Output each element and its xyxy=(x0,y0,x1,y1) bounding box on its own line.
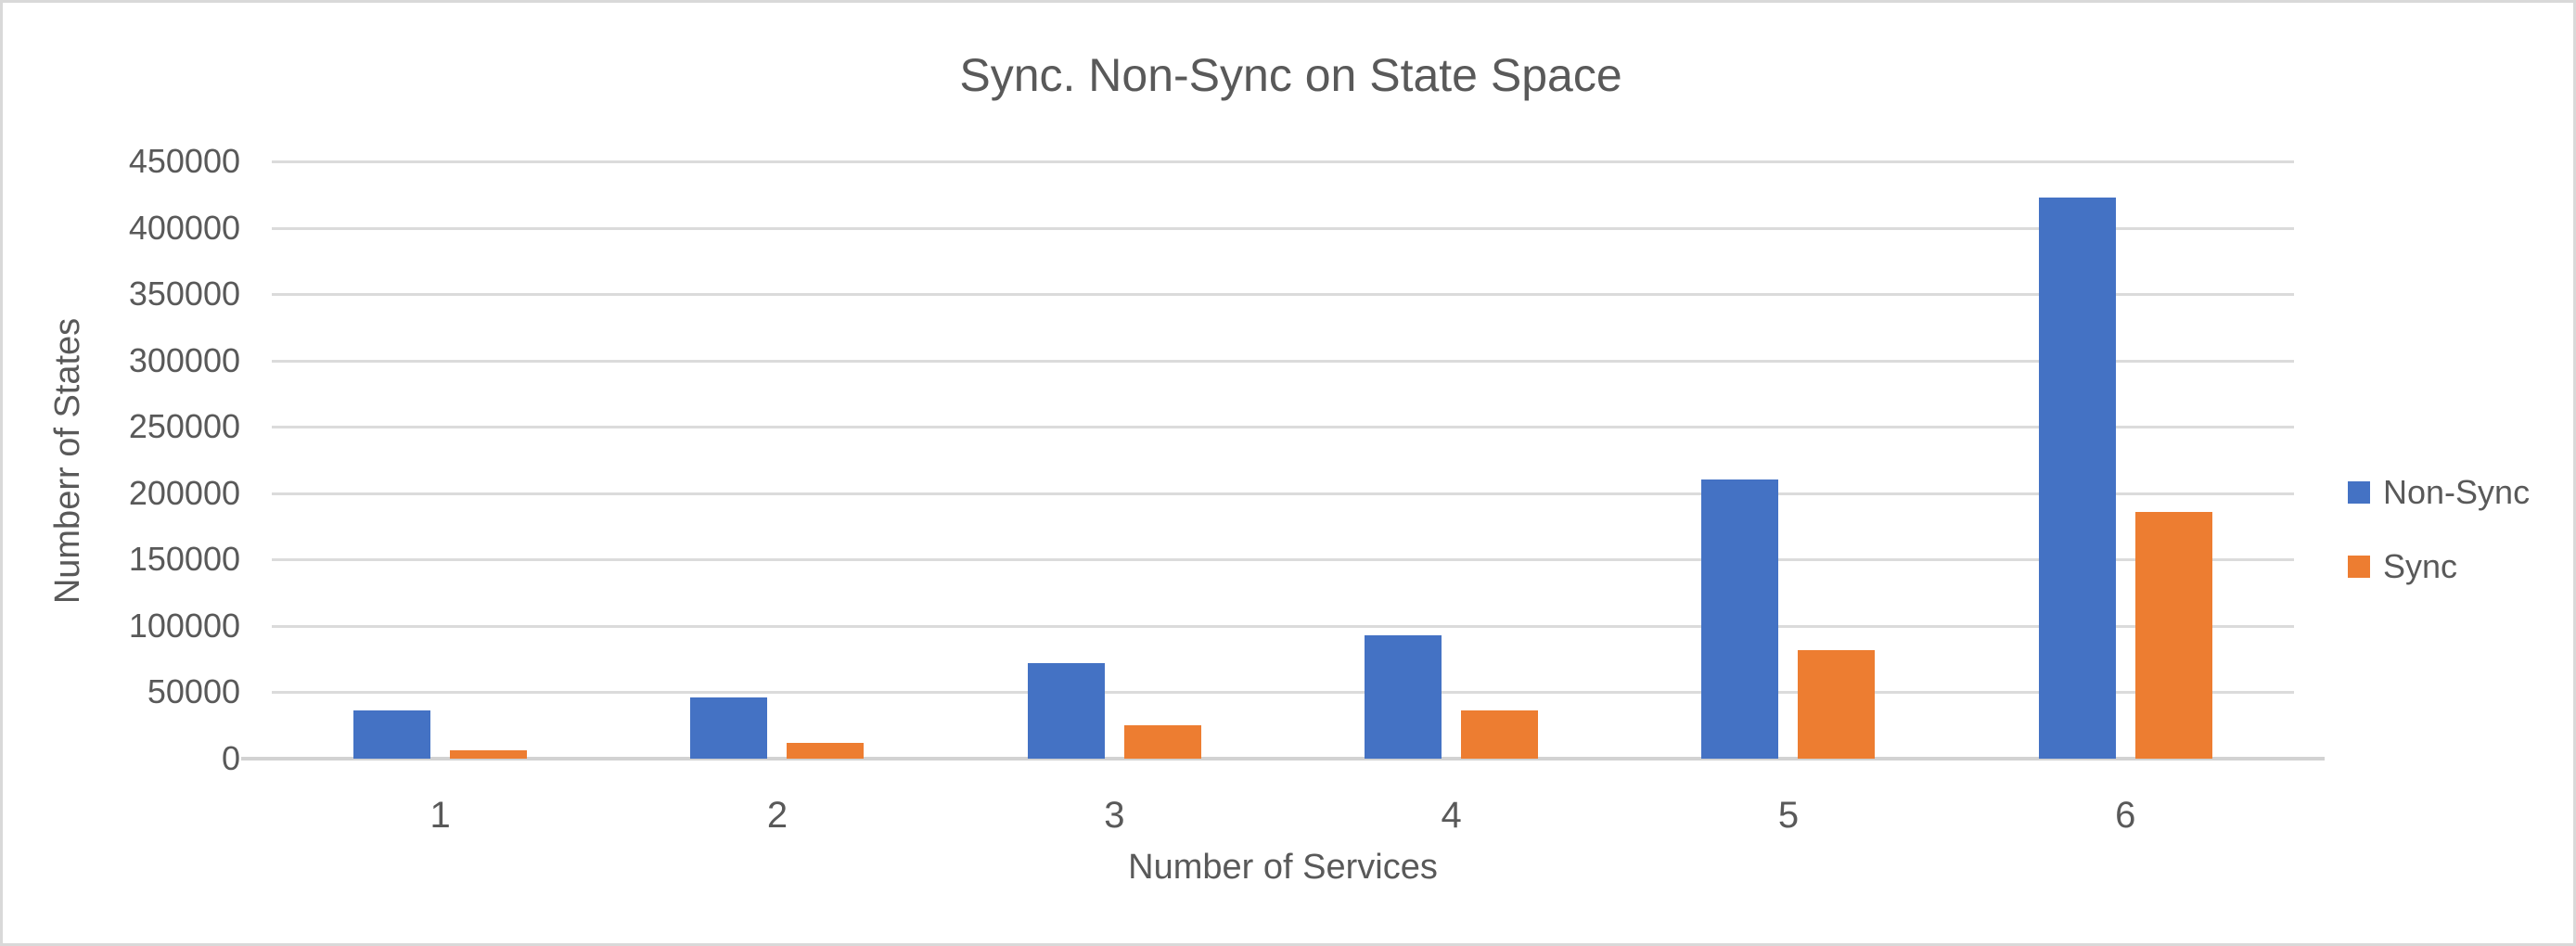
gridline xyxy=(272,293,2294,297)
y-tick-label: 350000 xyxy=(128,275,240,313)
x-tick-label: 4 xyxy=(1441,795,1462,836)
bar-sync-1 xyxy=(450,750,528,759)
y-tick-label: 0 xyxy=(221,739,240,777)
gridline xyxy=(272,226,2294,230)
gridline xyxy=(272,558,2294,562)
bar-non-sync-3 xyxy=(1027,662,1105,759)
x-tick-label: 3 xyxy=(1104,795,1125,836)
legend-marker-non-sync-icon xyxy=(2348,481,2370,504)
legend: Non-Sync Sync xyxy=(2348,472,2530,587)
bar-group-1 xyxy=(272,161,609,759)
bar-sync-4 xyxy=(1461,710,1539,759)
bar-group-6 xyxy=(1957,161,2294,759)
x-axis-tick-labels: 1 2 3 4 5 6 xyxy=(272,793,2294,837)
gridline xyxy=(272,492,2294,495)
bar-non-sync-5 xyxy=(1701,479,1779,759)
y-tick-label: 50000 xyxy=(147,672,240,711)
y-axis-tick-labels: 0 50000 100000 150000 200000 250000 300000 3500… xyxy=(3,142,240,777)
bar-group-2 xyxy=(609,161,945,759)
bar-non-sync-1 xyxy=(353,710,431,759)
x-tick-label: 1 xyxy=(429,795,451,836)
legend-label: Non-Sync xyxy=(2383,473,2531,511)
bar-non-sync-2 xyxy=(690,697,768,759)
x-axis-title: Number of Services xyxy=(1128,848,1438,887)
gridline xyxy=(272,691,2294,695)
x-tick-label: 2 xyxy=(766,795,788,836)
y-tick-label: 450000 xyxy=(128,142,240,180)
bar-group-3 xyxy=(946,161,1283,759)
bar-non-sync-4 xyxy=(1365,634,1442,759)
y-tick-label: 250000 xyxy=(128,407,240,446)
gridline xyxy=(272,359,2294,363)
legend-item-non-sync: Non-Sync xyxy=(2348,472,2530,513)
x-tick-label: 6 xyxy=(2115,795,2136,836)
bar-non-sync-6 xyxy=(2038,197,2116,759)
legend-item-sync: Sync xyxy=(2348,546,2530,587)
bar-sync-6 xyxy=(2134,511,2212,759)
chart-title: Sync. Non-Sync on State Space xyxy=(959,49,1622,101)
gridline xyxy=(272,160,2294,163)
bar-sync-3 xyxy=(1123,725,1201,759)
legend-marker-sync-icon xyxy=(2348,556,2370,578)
gridline xyxy=(272,624,2294,628)
y-tick-label: 150000 xyxy=(128,540,240,579)
y-tick-label: 300000 xyxy=(128,340,240,379)
y-tick-label: 400000 xyxy=(128,208,240,247)
plot-area xyxy=(241,160,2325,761)
gridline xyxy=(272,426,2294,429)
bar-sync-5 xyxy=(1798,649,1876,759)
legend-label: Sync xyxy=(2383,547,2458,585)
bar-sync-2 xyxy=(787,742,865,759)
y-tick-label: 200000 xyxy=(128,473,240,512)
bars-layer xyxy=(272,161,2294,759)
bar-group-4 xyxy=(1283,161,1620,759)
bar-group-5 xyxy=(1620,161,1956,759)
y-tick-label: 100000 xyxy=(128,606,240,645)
x-tick-label: 5 xyxy=(1777,795,1800,836)
x-axis-line xyxy=(241,757,2325,761)
